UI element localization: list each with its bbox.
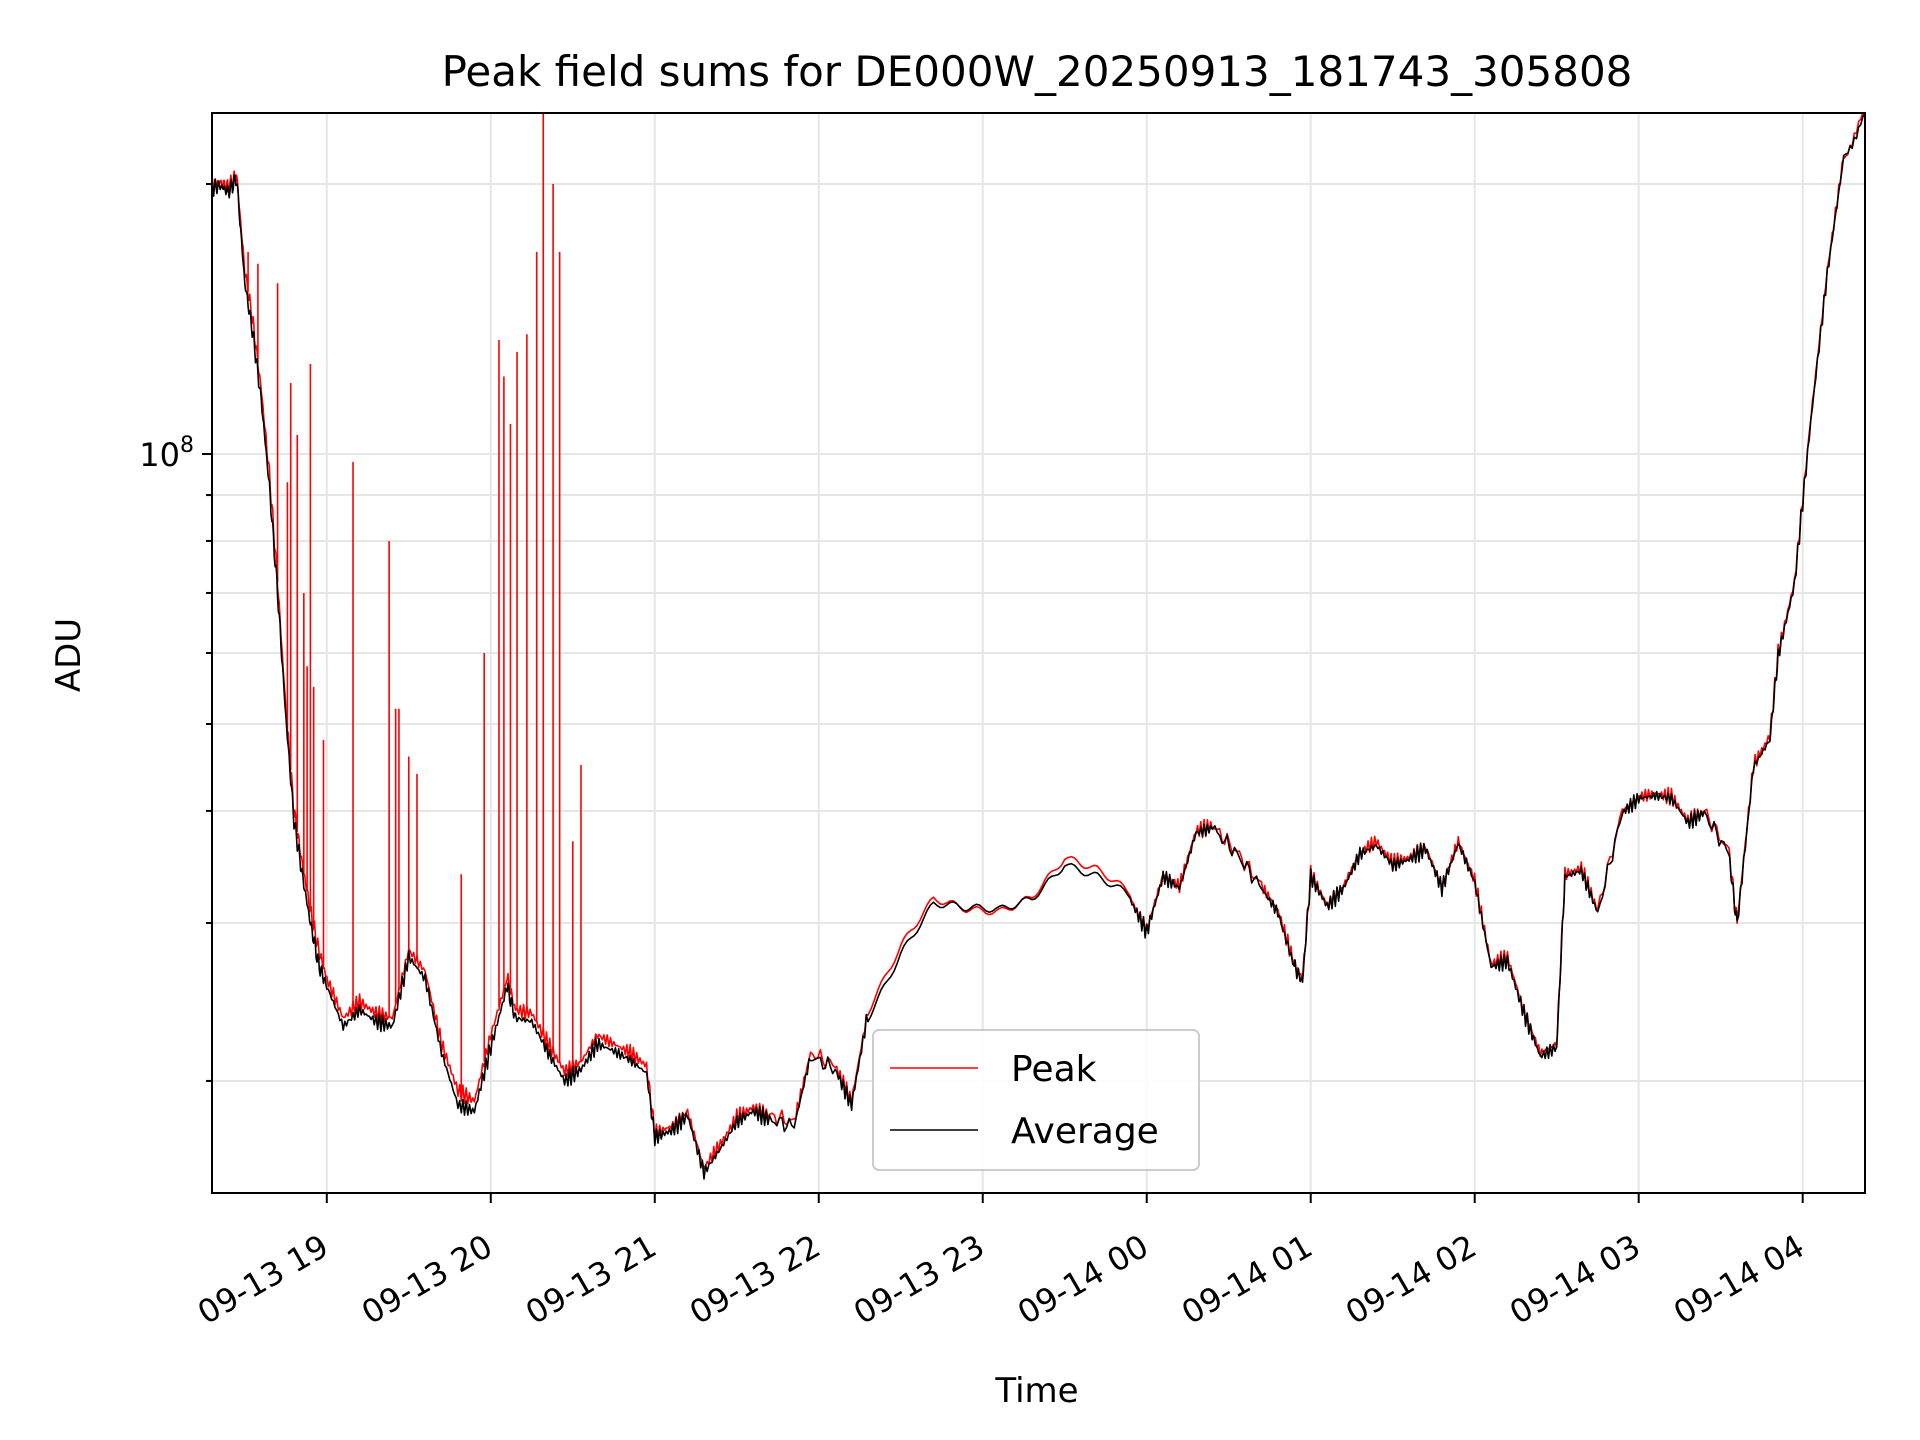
legend-average-label: Average: [1011, 1111, 1159, 1152]
y-tick-label: 108: [139, 433, 194, 474]
chart-title: Peak field sums for DE000W_20250913_1817…: [442, 47, 1633, 96]
series-peak: [212, 113, 1865, 1170]
legend-peak-label: Peak: [1011, 1049, 1097, 1090]
y-tick-label-exponent: 8: [180, 433, 194, 458]
legend: Peak Average: [872, 1029, 1200, 1171]
legend-box: [872, 1029, 1200, 1171]
series-average: [212, 113, 1865, 1180]
y-axis-title: ADU: [49, 618, 89, 692]
y-axis: 108: [139, 183, 212, 1082]
plot-area: [212, 113, 1865, 1180]
y-tick-label-base: 10: [139, 436, 180, 474]
series-line-average: [212, 113, 1865, 1180]
x-axis-title: Time: [994, 1371, 1078, 1411]
